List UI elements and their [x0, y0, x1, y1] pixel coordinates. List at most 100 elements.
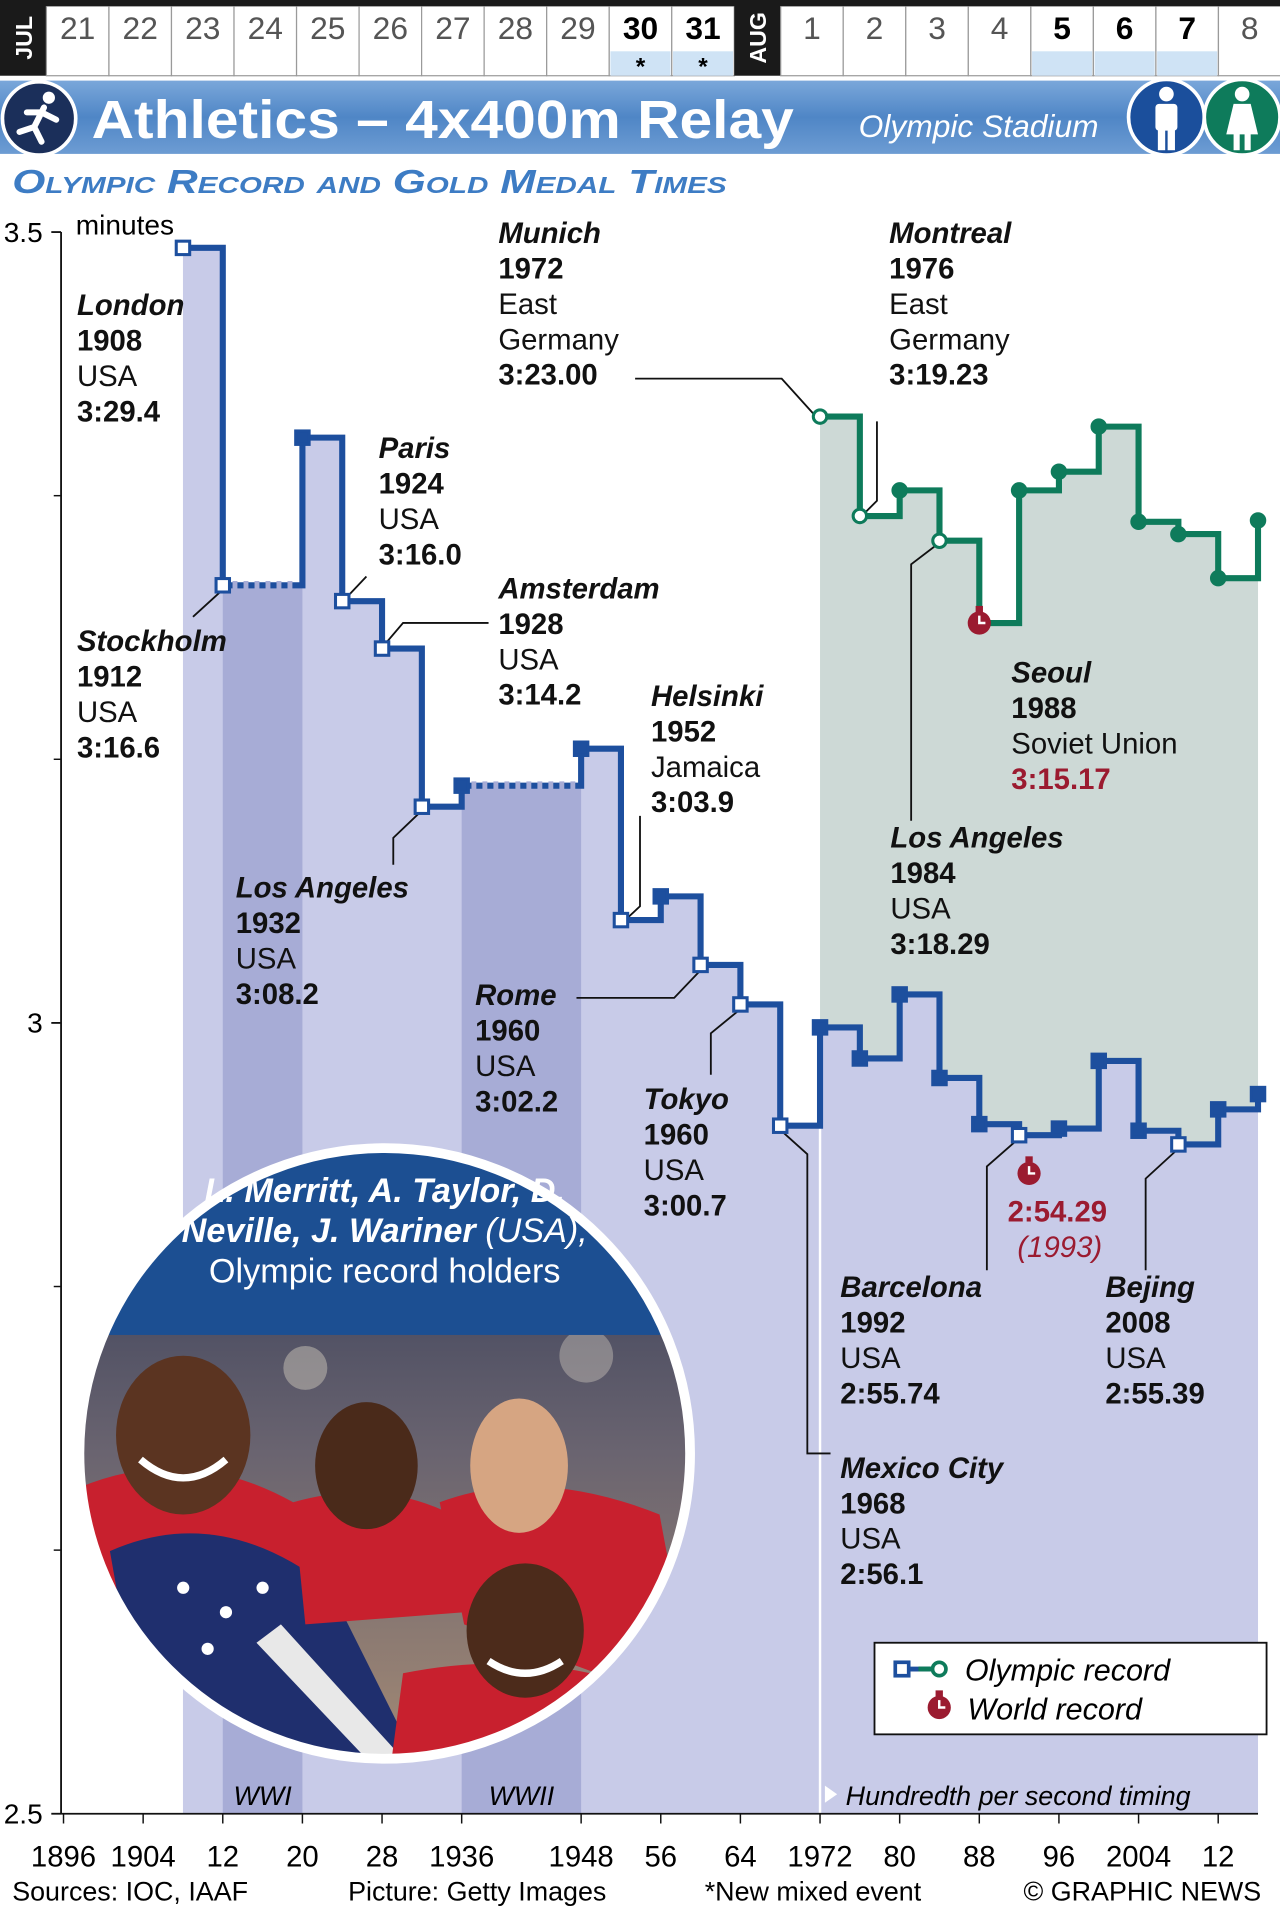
annotation-country: USA: [76, 696, 138, 730]
timing-arrow: [824, 1785, 838, 1803]
marker: [294, 429, 311, 446]
annotation-time: 3:16.6: [76, 731, 161, 765]
annotation-year: 1952: [650, 715, 717, 749]
annotation: Munich 1972 East Germany 3:23.00: [498, 216, 645, 393]
footer-credit: © GRAPHIC NEWS: [1024, 1876, 1262, 1906]
annotation-city: Los Angeles: [890, 821, 1064, 855]
annotation: Stockholm 1912 USA 3:16.6: [77, 624, 227, 766]
leader-line: [910, 544, 938, 821]
month-tab: [734, 0, 781, 76]
annotation-year: 1984: [890, 857, 956, 891]
annotation-country: USA: [475, 1050, 536, 1084]
legend-marker: [893, 1660, 911, 1678]
leader-line: [192, 590, 222, 618]
day-label: 8: [1241, 10, 1259, 46]
annotation-time: 2:55.39: [1105, 1377, 1205, 1411]
day-highlight: [1157, 51, 1218, 76]
day-cell: [233, 5, 298, 77]
annotation: Los Angeles 1932 USA 3:08.2: [236, 871, 409, 1013]
annotation: Amsterdam 1928 USA 3:14.2: [498, 572, 659, 714]
legend-label: World record: [967, 1693, 1143, 1727]
annotation-country: USA: [498, 643, 559, 677]
annotation: London 1908 USA 3:29.4: [77, 288, 184, 430]
marker: [971, 1115, 988, 1133]
leader-line: [709, 1010, 739, 1075]
annotation-city: Munich: [498, 217, 601, 251]
day-cell: [1217, 5, 1280, 77]
leader-line: [985, 1140, 1017, 1271]
x-tick-label: 1936: [429, 1840, 494, 1873]
day-cell: [483, 5, 548, 77]
day-label: 25: [310, 10, 345, 46]
day-label: 24: [248, 10, 283, 46]
x-tick-label: 1972: [787, 1840, 852, 1873]
marker: [572, 740, 590, 757]
runner-icon: [16, 91, 60, 145]
day-highlight: [610, 51, 671, 76]
annotation: Montreal 1976 East Germany 3:19.23: [889, 216, 1036, 393]
day-cell: [358, 5, 423, 77]
venue: Olympic Stadium: [859, 108, 1099, 144]
annotation: Bejing 2008 USA 2:55.39: [1105, 1270, 1204, 1412]
annotation-country: USA: [890, 892, 951, 926]
timing-label: Hundredth per second timing: [846, 1781, 1191, 1811]
watch-hand: [1027, 1166, 1036, 1175]
area: [820, 416, 1259, 1145]
annotation-country: USA: [840, 1523, 901, 1557]
y-axis-label: minutes: [76, 210, 174, 241]
marker: [811, 408, 829, 425]
marker: [931, 532, 948, 550]
annotation-city: Helsinki: [650, 680, 764, 714]
month-label: JUL: [11, 16, 37, 60]
day-highlight: [1094, 51, 1155, 76]
footer-sources: Sources: IOC, IAAF: [12, 1876, 248, 1906]
annotation-time: 3:19.23: [889, 359, 989, 393]
annotation-year: 1992: [840, 1306, 906, 1340]
y-tick-label: 3.5: [4, 217, 43, 248]
leader-line: [392, 811, 421, 865]
marker: [333, 592, 351, 610]
annotation-year: 1988: [1011, 692, 1077, 726]
day-label: 28: [498, 10, 533, 46]
day-label: 3: [928, 10, 946, 46]
marker: [692, 956, 709, 974]
annotation-year: 1968: [840, 1487, 906, 1521]
watch-knob: [1025, 1156, 1033, 1163]
day-label: 23: [185, 10, 220, 46]
photo-caption: L. Merritt, A. Taylor, D. Neville, J. Wa…: [171, 1170, 598, 1291]
marker: [1010, 482, 1028, 499]
leader-line: [860, 421, 878, 518]
marker: [891, 482, 908, 499]
marker: [373, 640, 391, 657]
caption-role: Olympic record holders: [208, 1251, 561, 1290]
annotation-country: USA: [378, 503, 439, 537]
annotation-time: 3:03.9: [650, 786, 735, 820]
strip-top-bar: [0, 0, 1280, 7]
step-line: [820, 413, 1262, 627]
annotation-time: 2:56.1: [840, 1558, 924, 1592]
month-tab: [0, 0, 47, 76]
marker: [1050, 1120, 1068, 1137]
period-label: WWI: [234, 1781, 293, 1811]
annotation-city: Bejing: [1105, 1271, 1195, 1305]
annotation-city: Los Angeles: [235, 872, 409, 906]
marker: [214, 577, 232, 594]
subtitle: Olympic Record and Gold Medal Times: [12, 163, 727, 200]
annotation-city: Stockholm: [76, 625, 227, 659]
y-tick-label: 3: [27, 1008, 43, 1039]
marker: [1209, 1101, 1227, 1118]
footer-picture: Picture: Getty Images: [348, 1876, 606, 1906]
annotation-city: Barcelona: [840, 1271, 983, 1305]
men-figure: [1155, 86, 1178, 151]
annotation-city: Rome: [475, 979, 557, 1013]
annotation-country: Soviet Union: [1011, 727, 1178, 761]
day-highlight: [672, 51, 734, 76]
x-tick-label: 12: [1202, 1840, 1235, 1873]
annotation-city: Tokyo: [643, 1083, 729, 1117]
leader-line: [782, 1131, 831, 1455]
annotation-year: 2008: [1105, 1306, 1171, 1340]
annotation-year: 1928: [498, 608, 564, 642]
women-figure: [1226, 86, 1259, 151]
marker: [612, 911, 630, 929]
leader-line: [622, 815, 641, 923]
